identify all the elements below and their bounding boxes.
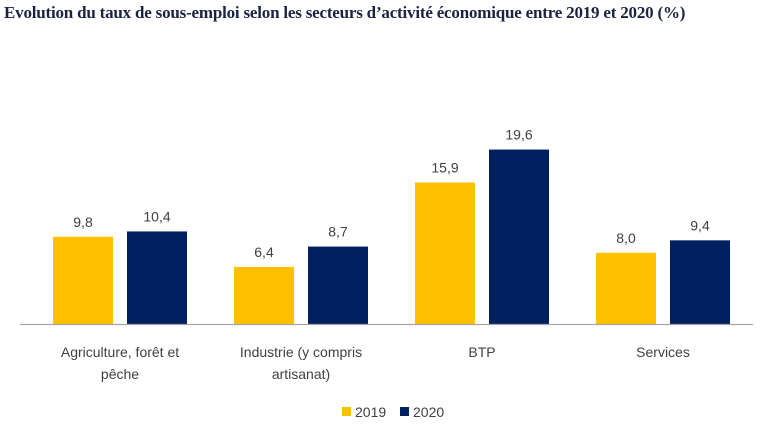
value-label: 15,9 [431, 159, 458, 175]
legend-label: 2019 [355, 404, 386, 420]
bar-2019-3 [596, 252, 656, 324]
legend-item-2019: 2019 [342, 404, 386, 420]
legend-item-2020: 2020 [400, 404, 444, 420]
legend: 2019 2020 [342, 404, 444, 420]
legend-swatch [400, 407, 409, 416]
value-label: 6,4 [254, 244, 274, 260]
value-label: 10,4 [143, 208, 170, 224]
category-label: artisanat) [272, 366, 330, 382]
value-label: 9,8 [73, 214, 93, 230]
category-label: BTP [468, 344, 495, 360]
value-label: 19,6 [505, 127, 532, 143]
value-label: 9,4 [690, 217, 710, 233]
legend-swatch [342, 407, 351, 416]
bars-group [53, 149, 730, 324]
bar-2020-2 [489, 149, 549, 324]
legend-label: 2020 [413, 404, 444, 420]
bar-2019-2 [415, 182, 475, 324]
bar-2020-1 [308, 246, 368, 324]
value-label: 8,7 [328, 224, 348, 240]
bar-2020-3 [670, 240, 730, 324]
category-label: Agriculture, forêt et [61, 344, 179, 360]
category-label: pêche [101, 366, 139, 382]
value-label: 8,0 [616, 230, 636, 246]
bar-2020-0 [127, 231, 187, 324]
bar-2019-0 [53, 236, 113, 324]
value-labels-group: 9,8 10,4 6,4 8,7 15,9 19,6 8,0 9,4 [73, 127, 710, 260]
category-label: Industrie (y compris [240, 344, 362, 360]
bar-2019-1 [234, 267, 294, 324]
chart-title: Evolution du taux de sous-emploi selon l… [4, 3, 686, 22]
category-labels-group: Agriculture, forêt et pêche Industrie (y c… [61, 344, 690, 382]
category-label: Services [636, 344, 690, 360]
